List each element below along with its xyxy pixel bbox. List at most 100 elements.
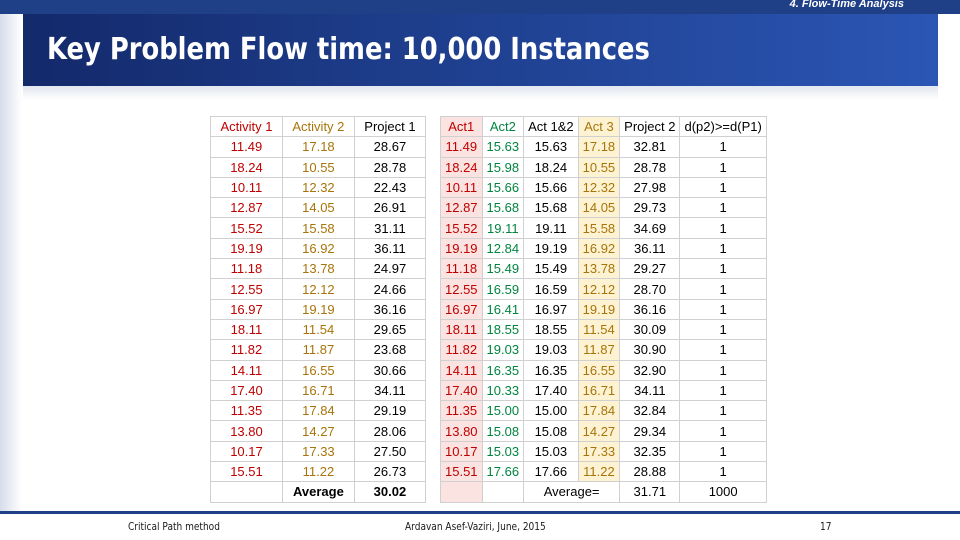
table-row: 17.40 16.71 34.11	[210, 379, 427, 402]
header-activity-1: Activity 1	[210, 115, 283, 138]
table-cell: 18.55	[523, 318, 579, 341]
table-cell: 11.18	[440, 258, 483, 280]
table-cell: 18.24	[440, 156, 483, 178]
slide-title: Key Problem Flow time: 10,000 Instances	[47, 32, 650, 67]
table-cell: 10.11	[210, 176, 283, 199]
table-row: 13.80 14.27 28.06	[210, 420, 427, 442]
table-cell: 13.80	[440, 420, 483, 442]
table-cell: 17.40	[210, 379, 283, 402]
table-row: 18.11 11.54 29.65	[210, 318, 427, 341]
table-cell: 19.11	[481, 217, 525, 239]
table-row: 16.97 16.41 16.97 19.19 36.16 1	[440, 298, 767, 320]
table-cell: 19.11	[523, 217, 579, 239]
header-act2: Act2	[481, 115, 525, 138]
table-cell: 10.17	[210, 440, 283, 463]
table-header-row: Act1 Act2 Act 1&2 Act 3 Project 2 d(p2)>…	[440, 115, 767, 138]
table-cell: 32.90	[619, 359, 681, 381]
table-cell: 12.55	[440, 278, 483, 300]
table-row: 19.19 16.92 36.11	[210, 237, 427, 260]
table-cell: 19.19	[577, 298, 621, 320]
table-cell: 32.84	[619, 400, 681, 422]
average-label: Average	[281, 481, 355, 503]
table-cell: 11.54	[281, 318, 355, 341]
table-cell: 15.00	[523, 400, 579, 422]
table-row: 12.55 12.12 24.66	[210, 278, 427, 300]
table-cell: 15.03	[523, 440, 579, 463]
table-row: 11.35 17.84 29.19	[210, 400, 427, 422]
table-cell: 19.03	[523, 339, 579, 361]
table-cell: 28.88	[619, 461, 681, 483]
table-row: 10.11 15.66 15.66 12.32 27.98 1	[440, 176, 767, 199]
table-cell: 1	[679, 217, 767, 239]
table-cell: 18.55	[481, 318, 525, 341]
table-cell: 15.63	[523, 136, 579, 158]
average-row: Average= 31.71 1000	[440, 481, 767, 503]
table-cell: 17.66	[523, 461, 579, 483]
table-cell: 13.80	[210, 420, 283, 442]
table-cell: 30.09	[619, 318, 681, 341]
average-empty-cell	[210, 481, 283, 503]
table-cell: 11.87	[281, 339, 355, 361]
table-cell: 18.11	[210, 318, 283, 341]
table-row: 17.40 10.33 17.40 16.71 34.11 1	[440, 379, 767, 402]
table-cell: 29.34	[619, 420, 681, 442]
header-act12: Act 1&2	[523, 115, 579, 138]
table-cell: 1	[679, 420, 767, 442]
table-cell: 14.05	[281, 197, 355, 219]
table-cell: 1	[679, 197, 767, 219]
table-cell: 14.27	[577, 420, 621, 442]
table-row: 11.49 17.18 28.67	[210, 136, 427, 158]
banner-shadow	[23, 86, 938, 100]
table-cell: 12.32	[281, 176, 355, 199]
table-row: 13.80 15.08 15.08 14.27 29.34 1	[440, 420, 767, 442]
table-cell: 17.84	[281, 400, 355, 422]
table-cell: 11.82	[440, 339, 483, 361]
table-cell: 17.18	[281, 136, 355, 158]
table-cell: 29.65	[353, 318, 427, 341]
table-cell: 15.08	[481, 420, 525, 442]
table-cell: 24.97	[353, 258, 427, 280]
table-cell: 17.33	[577, 440, 621, 463]
table-row: 11.35 15.00 15.00 17.84 32.84 1	[440, 400, 767, 422]
table-cell: 29.19	[353, 400, 427, 422]
page-number: 17	[820, 520, 832, 533]
table-cell: 15.51	[440, 461, 483, 483]
table-cell: 15.51	[210, 461, 283, 483]
table-cell: 27.50	[353, 440, 427, 463]
table-cell: 18.24	[523, 156, 579, 178]
table-cell: 10.11	[440, 176, 483, 199]
table-row: 16.97 19.19 36.16	[210, 298, 427, 320]
average-empty-cell	[440, 481, 483, 503]
table-cell: 36.16	[619, 298, 681, 320]
footer-rule	[0, 511, 960, 514]
table-row: 18.24 10.55 28.78	[210, 156, 427, 178]
table-cell: 24.66	[353, 278, 427, 300]
table-cell: 12.32	[577, 176, 621, 199]
table-cell: 10.33	[481, 379, 525, 402]
table-cell: 11.49	[440, 136, 483, 158]
table-cell: 16.35	[523, 359, 579, 381]
table-row: 19.19 12.84 19.19 16.92 36.11 1	[440, 237, 767, 260]
average-empty-cell	[481, 481, 525, 503]
table-cell: 1	[679, 298, 767, 320]
average-value: 31.71	[619, 481, 681, 503]
table-cell: 11.87	[577, 339, 621, 361]
table-cell: 19.19	[210, 237, 283, 260]
table-cell: 17.40	[440, 379, 483, 402]
table-cell: 1	[679, 258, 767, 280]
table-cell: 14.27	[281, 420, 355, 442]
header-act1: Act1	[440, 115, 483, 138]
table-cell: 19.19	[523, 237, 579, 260]
table-cell: 16.71	[281, 379, 355, 402]
table-cell: 34.69	[619, 217, 681, 239]
table-cell: 16.97	[440, 298, 483, 320]
table-cell: 15.00	[481, 400, 525, 422]
table-cell: 11.82	[210, 339, 283, 361]
table-cell: 10.17	[440, 440, 483, 463]
table-cell: 17.40	[523, 379, 579, 402]
table-cell: 29.73	[619, 197, 681, 219]
table-row: 15.51 11.22 26.73	[210, 461, 427, 483]
table-cell: 17.33	[281, 440, 355, 463]
table-cell: 16.59	[481, 278, 525, 300]
top-bar	[0, 0, 960, 14]
